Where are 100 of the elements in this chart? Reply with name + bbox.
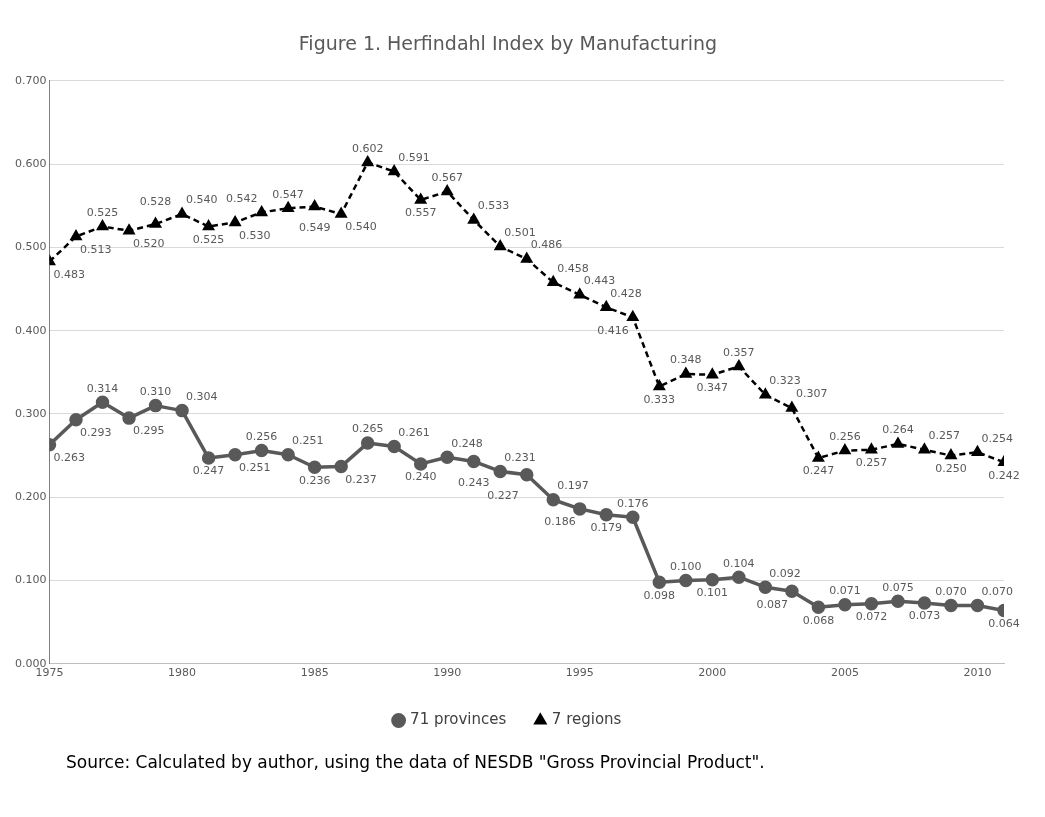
data-label: 0.247 (192, 464, 225, 478)
point (149, 217, 162, 228)
point (785, 584, 799, 599)
data-label: 0.092 (769, 566, 801, 580)
point (96, 220, 109, 231)
point (838, 597, 852, 612)
data-label: 0.101 (696, 586, 729, 600)
y-tick-label: 0.100 (14, 573, 47, 587)
y-tick-label: 0.300 (14, 406, 47, 420)
data-label: 0.243 (457, 475, 490, 489)
point (970, 598, 985, 613)
point (256, 206, 268, 217)
data-label: 0.486 (530, 238, 563, 252)
y-tick-label: 0.500 (14, 240, 47, 254)
point (573, 502, 587, 516)
x-tick-label: 1980 (168, 666, 197, 680)
point (653, 380, 665, 391)
x-tick-label: 1995 (565, 666, 594, 680)
point (281, 448, 295, 462)
point (521, 252, 533, 263)
data-label: 0.227 (487, 489, 519, 503)
point (546, 492, 561, 507)
data-label: 0.179 (590, 521, 623, 535)
data-label: 0.591 (398, 150, 430, 164)
point (626, 510, 640, 524)
data-label: 0.240 (404, 470, 437, 484)
data-label: 0.248 (451, 436, 483, 450)
data-label: 0.513 (80, 242, 112, 256)
point (706, 368, 718, 379)
point (945, 449, 957, 460)
x-tick-label: 2010 (963, 666, 992, 680)
data-label: 0.348 (670, 353, 702, 367)
data-label: 0.263 (53, 451, 85, 465)
point (493, 464, 507, 479)
point (387, 439, 401, 454)
point (201, 451, 216, 465)
data-label: 0.236 (298, 473, 331, 487)
point (468, 213, 480, 224)
data-label: 0.257 (855, 456, 888, 470)
point (732, 570, 746, 584)
point (282, 201, 294, 212)
data-label: 0.186 (544, 515, 576, 529)
point (758, 580, 773, 594)
data-label: 0.307 (795, 387, 828, 401)
point (388, 165, 400, 176)
point (69, 413, 83, 427)
data-label: 0.070 (935, 584, 967, 598)
x-tick-label: 2005 (830, 666, 859, 680)
data-label: 0.256 (245, 429, 278, 443)
data-label: 0.265 (351, 422, 384, 436)
data-label: 0.073 (908, 609, 941, 623)
data-label: 0.357 (723, 345, 755, 359)
data-label: 0.257 (928, 429, 960, 443)
point (733, 360, 745, 371)
point (254, 443, 269, 458)
data-label: 0.557 (404, 206, 437, 220)
data-label: 0.323 (769, 374, 801, 388)
point (309, 200, 321, 211)
point (680, 367, 692, 378)
data-label: 0.542 (226, 191, 258, 205)
data-label: 0.416 (597, 323, 629, 337)
data-label: 0.251 (239, 461, 271, 475)
data-label: 0.347 (696, 381, 729, 395)
data-label: 0.304 (186, 389, 218, 403)
point (334, 459, 348, 474)
data-label: 0.547 (272, 187, 304, 201)
data-label: 0.070 (981, 584, 1013, 598)
point (441, 185, 453, 196)
x-tick-label: 1985 (300, 666, 329, 680)
point (944, 598, 958, 613)
data-label: 0.520 (133, 237, 165, 251)
point (362, 156, 374, 167)
point (494, 240, 506, 251)
point (679, 573, 693, 588)
data-label: 0.333 (643, 392, 676, 406)
point (360, 436, 375, 450)
data-label: 0.075 (882, 580, 914, 594)
data-label: 0.256 (829, 429, 861, 443)
x-tick-label: 1975 (35, 666, 64, 680)
data-label: 0.237 (345, 472, 377, 486)
data-label: 0.242 (988, 468, 1020, 482)
point (203, 220, 215, 231)
data-label: 0.602 (351, 141, 384, 155)
data-label: 0.068 (802, 613, 835, 627)
point (786, 401, 798, 412)
data-label: 0.176 (617, 496, 649, 510)
point (148, 398, 163, 413)
y-tick-label: 0.600 (14, 156, 47, 170)
point (520, 467, 534, 482)
legend-label: 71 provinces (410, 710, 507, 729)
x-tick-label: 2000 (698, 666, 727, 680)
data-label: 0.064 (988, 616, 1020, 630)
y-tick-label: 0.700 (14, 73, 47, 87)
data-label: 0.251 (292, 434, 324, 448)
point (70, 230, 82, 241)
data-label: 0.104 (723, 556, 755, 570)
point (891, 594, 905, 609)
point (892, 437, 904, 448)
data-label: 0.293 (80, 426, 112, 440)
data-label: 0.525 (192, 232, 225, 246)
